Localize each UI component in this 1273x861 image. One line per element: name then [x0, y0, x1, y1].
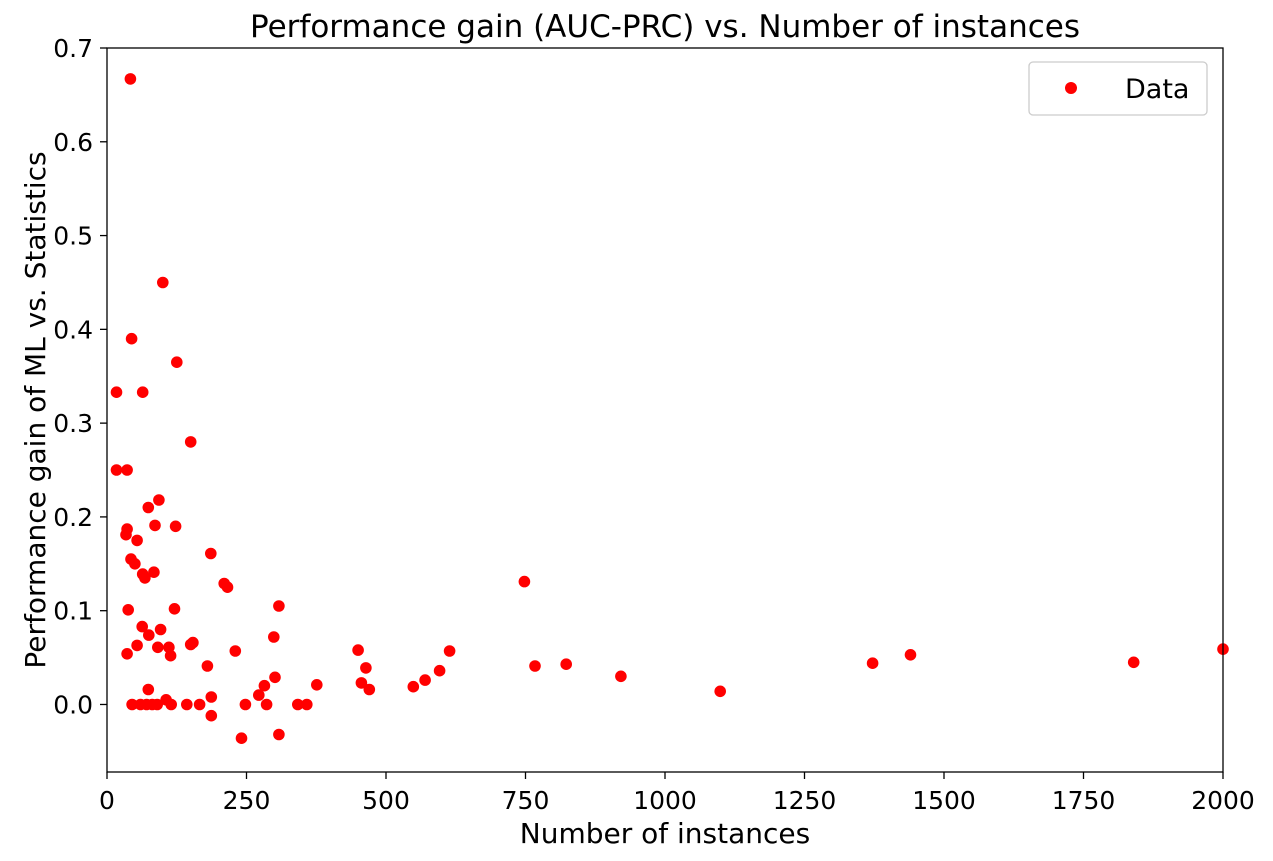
data-point: [136, 620, 148, 633]
x-tick-label: 0: [99, 786, 115, 815]
y-axis-ticks: 0.0 0.1 0.2 0.3 0.4 0.5 0.6 0.7: [53, 34, 107, 719]
data-point: [301, 698, 313, 711]
data-point: [153, 494, 165, 506]
data-point: [110, 386, 123, 399]
y-tick-label: 0.6: [53, 128, 93, 157]
data-point: [169, 520, 182, 533]
data-point: [164, 649, 177, 662]
chart-title: Performance gain (AUC-PRC) vs. Number of…: [250, 9, 1080, 45]
data-point: [1127, 656, 1140, 669]
data-point: [205, 709, 218, 722]
legend: Data: [1028, 61, 1208, 116]
data-point: [273, 728, 285, 741]
data-point: [443, 645, 456, 657]
data-point: [139, 572, 151, 584]
data-point: [126, 698, 138, 711]
data-point: [360, 662, 372, 674]
data-point: [201, 660, 214, 672]
data-point: [121, 648, 133, 660]
y-tick-label: 0.2: [53, 503, 93, 532]
data-point: [518, 575, 531, 588]
x-axis-ticks: 0 250 500 750 1000 1250 1500 1750 2000: [99, 772, 1255, 815]
data-point: [152, 641, 164, 654]
data-point: [142, 683, 155, 696]
data-point: [273, 600, 285, 612]
y-axis-label: Performance gain of ML vs. Statistics: [19, 151, 52, 668]
y-tick-label: 0.4: [53, 315, 93, 344]
data-point: [311, 679, 323, 691]
data-point: [131, 534, 143, 547]
data-point: [136, 386, 149, 399]
data-point: [120, 528, 132, 541]
plot-frame: [106, 47, 1224, 773]
data-point: [121, 464, 133, 476]
data-point: [269, 671, 281, 684]
data-point: [352, 644, 364, 656]
data-point: [235, 732, 248, 744]
data-point: [171, 356, 183, 369]
data-point: [151, 698, 163, 711]
data-point: [165, 698, 177, 711]
legend-label: Data: [1125, 74, 1189, 105]
data-point: [168, 603, 181, 615]
data-point: [110, 464, 123, 476]
y-tick-label: 0.0: [53, 690, 93, 719]
y-tick-label: 0.3: [53, 409, 93, 438]
x-tick-label: 250: [223, 786, 271, 815]
x-tick-label: 1250: [773, 786, 837, 815]
data-point: [866, 657, 879, 669]
data-point: [129, 558, 141, 570]
data-point: [157, 276, 169, 289]
x-tick-label: 500: [362, 786, 410, 815]
data-point: [193, 698, 206, 711]
data-point: [355, 677, 368, 689]
data-points: [110, 73, 1229, 744]
data-point: [407, 680, 420, 693]
legend-marker: [1065, 82, 1077, 94]
data-point: [181, 698, 193, 711]
data-point: [239, 698, 252, 711]
data-point: [292, 698, 304, 711]
data-point: [560, 658, 572, 670]
y-tick-label: 0.7: [53, 34, 93, 63]
data-point: [714, 685, 726, 698]
x-tick-label: 1750: [1052, 786, 1116, 815]
data-point: [221, 581, 234, 593]
data-point: [184, 436, 197, 448]
data-point: [268, 631, 280, 643]
data-point: [149, 519, 161, 532]
data-point: [122, 604, 134, 616]
data-point: [252, 689, 265, 701]
data-point: [125, 332, 138, 345]
data-point: [154, 623, 167, 636]
y-tick-label: 0.1: [53, 597, 93, 626]
x-tick-label: 1500: [912, 786, 976, 815]
data-point: [433, 664, 446, 677]
data-point: [184, 638, 197, 651]
data-point: [419, 674, 431, 686]
x-axis-label: Number of instances: [520, 817, 810, 850]
data-point: [205, 547, 217, 560]
legend-box: [1028, 61, 1208, 116]
data-point: [260, 698, 273, 711]
data-point: [904, 649, 917, 661]
data-point: [229, 645, 242, 657]
data-point: [124, 73, 137, 85]
x-tick-label: 2000: [1191, 786, 1255, 815]
data-point: [142, 501, 155, 514]
data-point: [143, 629, 155, 641]
data-point: [258, 679, 271, 692]
data-point: [363, 683, 376, 696]
data-point: [529, 660, 541, 672]
data-point: [131, 639, 143, 652]
y-tick-label: 0.5: [53, 222, 93, 251]
data-point: [615, 670, 627, 683]
x-tick-label: 1000: [633, 786, 697, 815]
data-point: [205, 691, 218, 703]
data-point: [148, 566, 160, 578]
x-tick-label: 750: [502, 786, 550, 815]
